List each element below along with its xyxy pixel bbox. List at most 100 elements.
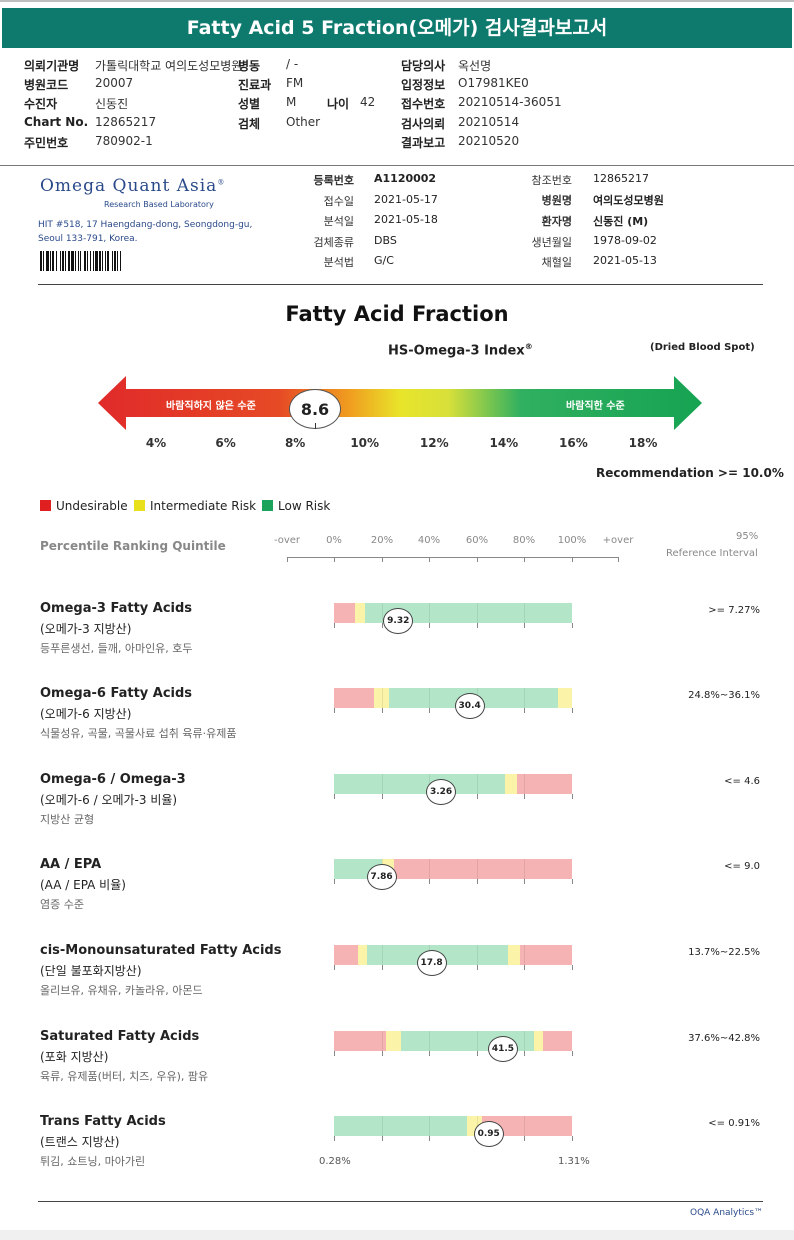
legend-undesirable: Undesirable: [40, 499, 128, 513]
row-subtitle: (오메가-6 / 오메가-3 비율): [40, 793, 178, 807]
lab-subtitle: Research Based Laboratory: [104, 200, 214, 209]
barcode-bar: [71, 251, 74, 271]
barcode-bar: [95, 251, 98, 271]
range-low-risk: [334, 1116, 468, 1136]
legend-low-label: Low Risk: [278, 499, 331, 513]
receipt-value: 20210514-36051: [458, 95, 562, 109]
percentile-label: 40%: [417, 535, 441, 546]
range-undesirable: [393, 859, 572, 879]
row-subtitle: (포화 지방산): [40, 1050, 109, 1064]
rrn-value: 780902-1: [95, 134, 153, 148]
row-name: Saturated Fatty Acids: [40, 1029, 200, 1044]
percentile-title: Percentile Ranking Quintile: [40, 539, 226, 553]
index-value-marker: 8.6: [289, 389, 341, 429]
lab-address-line1: HIT #518, 17 Haengdang-dong, Seongdong-g…: [38, 220, 253, 230]
bar-gridline: [429, 603, 431, 623]
bar-tick: [572, 1136, 573, 1141]
percentile-label: 60%: [465, 535, 489, 546]
age-value: 42: [360, 95, 376, 109]
value-marker: 7.86: [366, 864, 397, 890]
scale-label: 6%: [215, 436, 236, 450]
row-description: 등푸른생선, 들깨, 아마인유, 호두: [40, 642, 193, 655]
test-request-value: 20210514: [458, 115, 520, 129]
barcode-bar: [50, 251, 51, 271]
bar-tick: [334, 965, 335, 970]
patient-label: 환자명: [541, 215, 572, 228]
collected-label: 채혈일: [541, 256, 572, 269]
percentile-tick: [524, 557, 525, 562]
bar-gridline: [381, 774, 383, 794]
method-value: G/C: [374, 254, 394, 267]
bar-gridline: [381, 1031, 383, 1051]
index-subtitle-text: HS-Omega-3 Index: [388, 343, 525, 359]
legend-swatch-red: [40, 500, 51, 511]
range-low-risk: [364, 603, 572, 623]
range-undesirable: [334, 603, 356, 623]
bar-tick: [572, 794, 573, 799]
barcode-bar: [43, 251, 44, 271]
bar-tick: [334, 708, 335, 713]
barcode-bar: [105, 251, 106, 271]
chart-label: Chart No.: [24, 115, 89, 129]
barcode-bar: [117, 251, 118, 271]
lab-address: HIT #518, 17 Haengdang-dong, Seongdong-g…: [38, 218, 252, 246]
range-undesirable: [543, 1031, 572, 1051]
reg-no-value: A1120002: [374, 172, 437, 185]
bar-tick: [334, 1051, 335, 1056]
sex-label: 성별: [238, 97, 261, 111]
row-name: Trans Fatty Acids: [40, 1114, 166, 1129]
bar-tick: [572, 708, 573, 713]
barcode-bar: [84, 251, 86, 271]
range-intermediate: [505, 774, 518, 794]
report-title: Fatty Acid 5 Fraction(오메가) 검사결과보고서: [2, 8, 792, 48]
receipt-label: 접수번호: [401, 97, 446, 111]
range-undesirable: [334, 688, 375, 708]
percentile-label: 20%: [370, 535, 394, 546]
range-intermediate: [374, 688, 390, 708]
bar-tick: [476, 965, 478, 970]
row-description: 식물성유, 곡물, 곡물사료 섭취 육류·유제품: [40, 727, 237, 740]
lab-logo-text: Omega Quant Asia: [40, 176, 218, 196]
barcode-bar: [52, 251, 54, 271]
bar-tick: [524, 879, 526, 884]
bar-tick: [429, 708, 431, 713]
percentile-tick: [334, 557, 335, 562]
barcode: [40, 251, 121, 271]
percentile-axis: [287, 557, 618, 558]
barcode-bar: [102, 251, 103, 271]
bar-gridline: [429, 1031, 431, 1051]
dob-value: 1978-09-02: [593, 234, 657, 247]
index-gradient-arrow: [98, 376, 702, 430]
bar-gridline: [381, 945, 383, 965]
legend-undesirable-label: Undesirable: [56, 499, 128, 513]
range-undesirable: [334, 1031, 387, 1051]
range-intermediate: [557, 688, 572, 708]
recommendation: Recommendation >= 10.0%: [596, 466, 784, 480]
row-name: cis-Monounsaturated Fatty Acids: [40, 943, 282, 958]
bar-gridline: [429, 1116, 431, 1136]
row-reference: >= 7.27%: [708, 605, 760, 616]
dob-label: 생년월일: [531, 236, 572, 249]
barcode-bar: [112, 251, 113, 271]
range-bar: [334, 603, 572, 623]
bar-gridline: [476, 859, 478, 879]
range-intermediate: [533, 1031, 544, 1051]
scale-label: 16%: [559, 436, 588, 450]
row-description: 올리브유, 유채유, 카놀라유, 아몬드: [40, 984, 203, 997]
bar-gridline: [476, 1031, 478, 1051]
barcode-bar: [75, 251, 76, 271]
divider: [0, 165, 794, 166]
bar-gridline: [524, 1031, 526, 1051]
divider: [38, 1201, 763, 1202]
percentile-label: 80%: [512, 535, 536, 546]
recipient-label: 수진자: [24, 97, 58, 111]
lab-logo: Omega Quant Asia®: [40, 176, 225, 196]
hospital-name-value: 여의도성모병원: [593, 194, 664, 207]
barcode-bar: [99, 251, 101, 271]
hospital-code-label: 병원코드: [24, 78, 69, 92]
specimen-label: 검체: [238, 117, 261, 131]
percentile-tick: [477, 557, 478, 562]
range-undesirable: [481, 1116, 572, 1136]
row-name: Omega-3 Fatty Acids: [40, 601, 193, 616]
bar-tick: [381, 1136, 383, 1141]
